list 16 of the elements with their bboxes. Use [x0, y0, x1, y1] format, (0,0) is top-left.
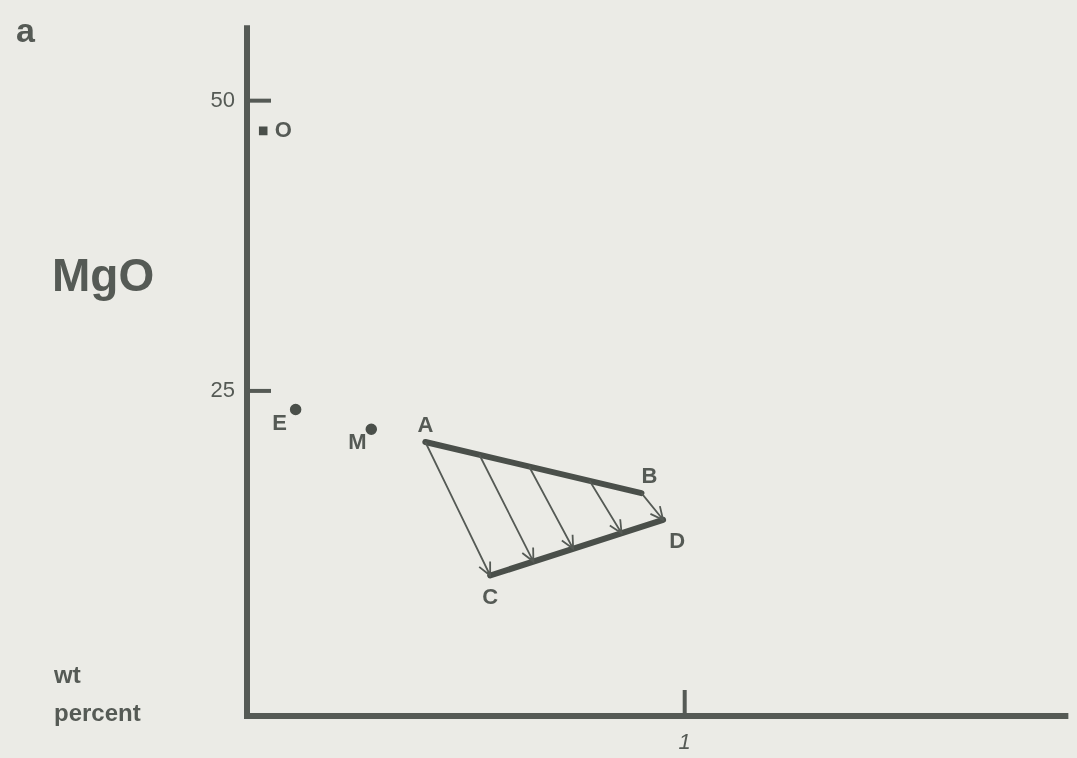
y-tick-label: 25: [210, 376, 235, 402]
text: a: [16, 11, 36, 50]
annotation: D: [669, 527, 686, 553]
y-tick-label: 50: [210, 86, 235, 112]
point: [258, 126, 268, 136]
y-axis-title: MgO: [52, 248, 155, 301]
annotation: A: [417, 412, 434, 438]
text: wt percent: [53, 660, 141, 726]
point: [289, 403, 302, 416]
annotation: E: [272, 409, 287, 435]
x-tick-label: 1: [678, 729, 691, 755]
point: [365, 423, 378, 435]
annotation: C: [482, 583, 499, 609]
annotation: B: [641, 463, 658, 489]
annotation: O: [274, 116, 292, 142]
annotation: M: [348, 429, 367, 455]
